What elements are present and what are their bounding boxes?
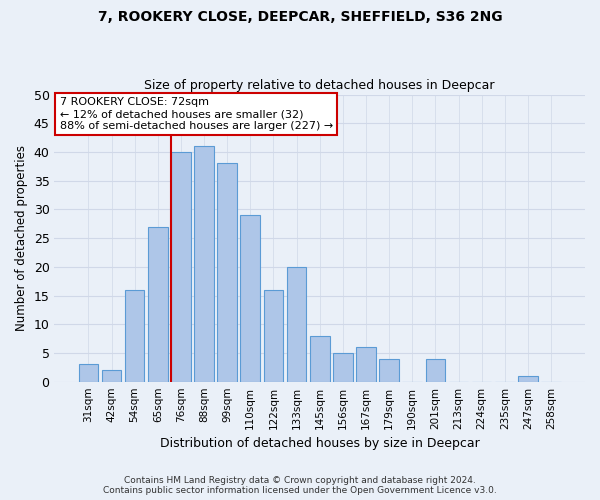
Title: Size of property relative to detached houses in Deepcar: Size of property relative to detached ho…: [145, 79, 495, 92]
Bar: [171, 152, 191, 382]
Bar: [79, 364, 98, 382]
Bar: [310, 336, 329, 382]
Bar: [101, 370, 121, 382]
Bar: [148, 226, 167, 382]
Text: 7 ROOKERY CLOSE: 72sqm
← 12% of detached houses are smaller (32)
88% of semi-det: 7 ROOKERY CLOSE: 72sqm ← 12% of detached…: [60, 98, 333, 130]
Bar: [241, 215, 260, 382]
Text: 7, ROOKERY CLOSE, DEEPCAR, SHEFFIELD, S36 2NG: 7, ROOKERY CLOSE, DEEPCAR, SHEFFIELD, S3…: [98, 10, 502, 24]
Bar: [263, 290, 283, 382]
Bar: [217, 164, 237, 382]
Bar: [425, 358, 445, 382]
Bar: [379, 358, 399, 382]
X-axis label: Distribution of detached houses by size in Deepcar: Distribution of detached houses by size …: [160, 437, 479, 450]
Bar: [518, 376, 538, 382]
Bar: [287, 267, 307, 382]
Bar: [356, 347, 376, 382]
Bar: [194, 146, 214, 382]
Bar: [333, 353, 353, 382]
Text: Contains HM Land Registry data © Crown copyright and database right 2024.
Contai: Contains HM Land Registry data © Crown c…: [103, 476, 497, 495]
Y-axis label: Number of detached properties: Number of detached properties: [15, 145, 28, 331]
Bar: [125, 290, 145, 382]
